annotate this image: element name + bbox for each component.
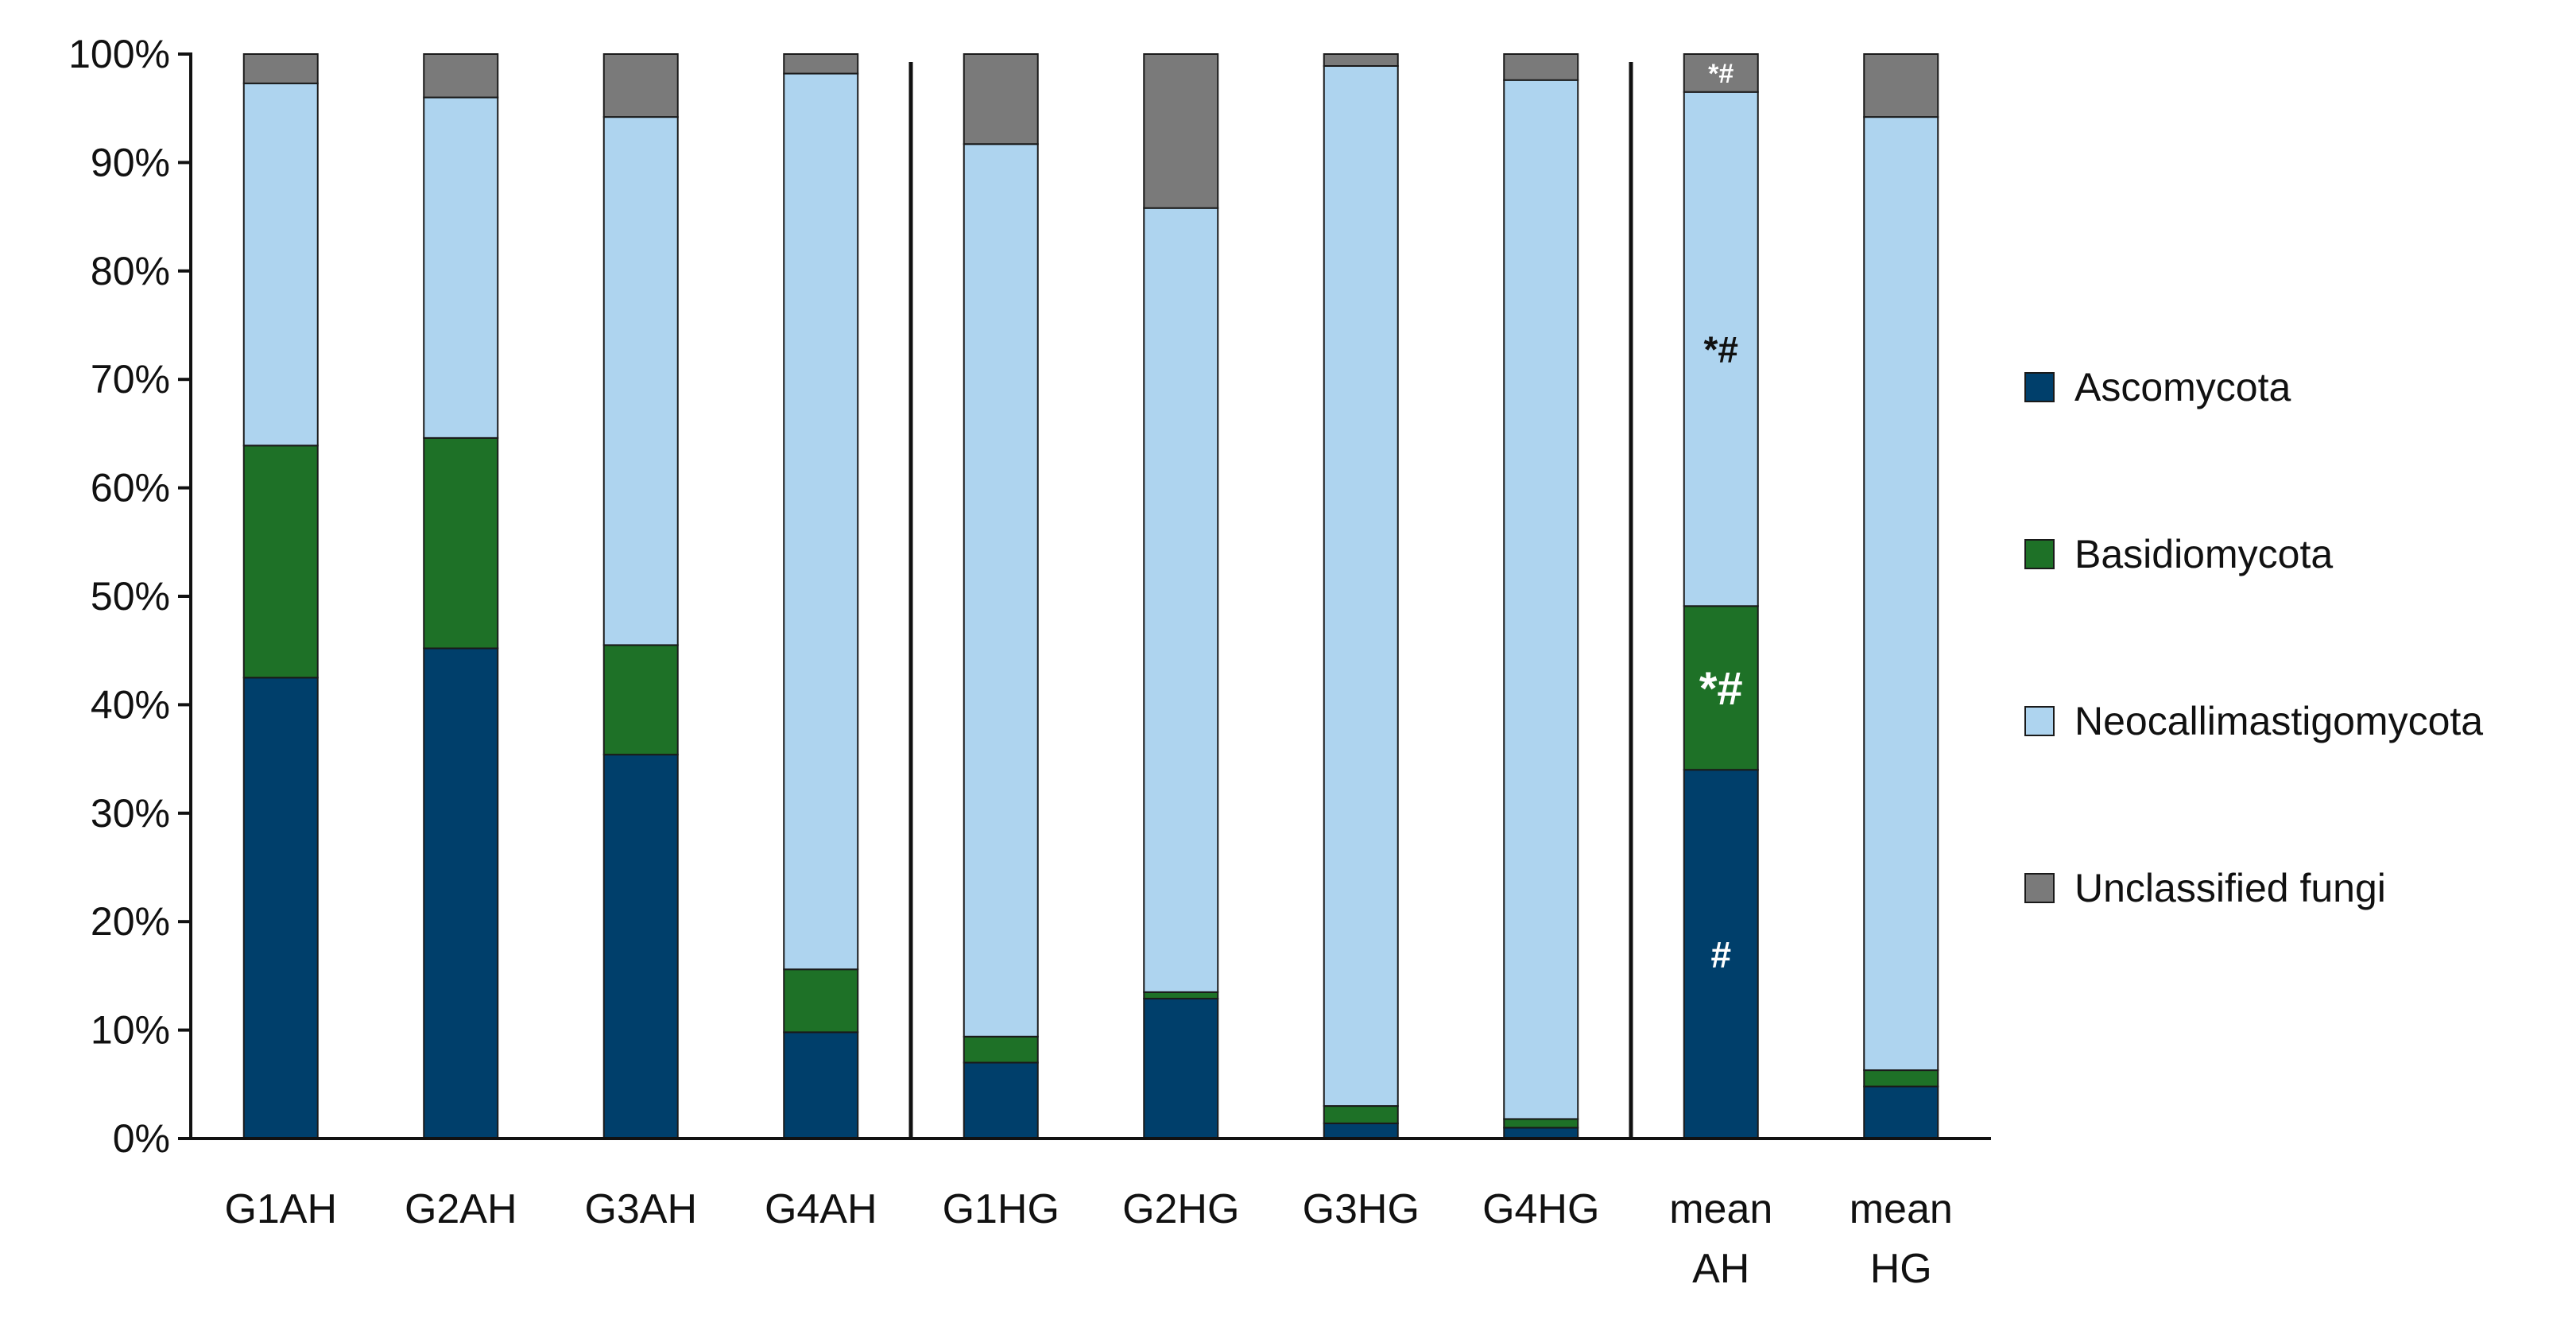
y-tick-label: 90% xyxy=(91,140,170,184)
bar-g3hg-basidiomycota xyxy=(1323,1105,1399,1124)
bar-mean-hg-neocallimastigomycota xyxy=(1863,116,1939,1072)
x-tick-label: G3AH xyxy=(584,1186,697,1232)
bar-g2ah-unclassified-fungi xyxy=(423,53,499,99)
y-tick-label: 70% xyxy=(91,357,170,402)
legend-label-basidiomycota: Basidiomycota xyxy=(2074,532,2333,576)
bar-mean-ah-basidiomycota xyxy=(1683,605,1759,771)
bar-g2hg-neocallimastigomycota xyxy=(1143,207,1219,993)
x-tick-label: G1HG xyxy=(943,1186,1059,1232)
y-tick-label: 0% xyxy=(113,1116,170,1161)
bar-g1ah-ascomycota xyxy=(242,677,319,1139)
legend-swatch-neocallimastigomycota xyxy=(2024,706,2055,736)
bar-g4hg-neocallimastigomycota xyxy=(1503,79,1579,1120)
bar-g1ah-neocallimastigomycota xyxy=(242,82,319,447)
bar-g1ah-basidiomycota xyxy=(242,444,319,679)
legend-swatch-unclassified-fungi xyxy=(2024,873,2055,903)
bar-g2ah-ascomycota xyxy=(423,647,499,1139)
x-axis-labels: G1AH G2AH G3AH G4AH G1HG G2HG G3HG G4HG mean AH me… xyxy=(224,1186,1952,1292)
legend-label-neocallimastigomycota: Neocallimastigomycota xyxy=(2074,699,2483,743)
bar-g3hg-unclassified-fungi xyxy=(1323,53,1399,68)
x-tick-label: HG xyxy=(1870,1246,1932,1292)
bar-g4ah-basidiomycota xyxy=(783,968,859,1034)
bar-g3ah-basidiomycota xyxy=(602,644,679,756)
bar-g1hg-ascomycota xyxy=(963,1061,1039,1140)
y-tick-label: 20% xyxy=(91,899,170,944)
x-tick-label: mean xyxy=(1669,1186,1772,1232)
bar-g1hg-neocallimastigomycota xyxy=(963,143,1039,1038)
bar-mean-hg-basidiomycota xyxy=(1863,1069,1939,1088)
axes xyxy=(178,52,1991,1140)
bar-g4hg-unclassified-fungi xyxy=(1503,53,1579,81)
annotation-basidiomycota: *# xyxy=(1699,663,1743,715)
bar-mean-ah-ascomycota xyxy=(1683,769,1759,1139)
bar-g3ah-unclassified-fungi xyxy=(602,53,679,118)
y-tick-label: 60% xyxy=(91,466,170,510)
legend: Ascomycota Basidiomycota Neocallimastigomy… xyxy=(2024,365,2483,910)
legend-swatch-ascomycota xyxy=(2024,372,2055,402)
bar-g4ah-unclassified-fungi xyxy=(783,53,859,75)
y-axis-ticks: 0% 10% 20% 30% 40% 50% 60% 70% 80% 90% 100% xyxy=(68,32,191,1161)
x-tick-label: G4AH xyxy=(765,1186,877,1232)
bar-mean-hg-ascomycota xyxy=(1863,1085,1939,1139)
bar-g1ah-unclassified-fungi xyxy=(242,53,319,84)
y-tick-label: 30% xyxy=(91,791,170,836)
bar-g2hg-ascomycota xyxy=(1143,998,1219,1139)
y-tick-label: 100% xyxy=(68,32,170,76)
bar-g2ah-basidiomycota xyxy=(423,436,499,650)
bar-mean-ah-neocallimastigomycota xyxy=(1683,91,1759,607)
bar-g3hg-neocallimastigomycota xyxy=(1323,65,1399,1108)
x-tick-label: G2HG xyxy=(1122,1186,1239,1232)
bar-g2hg-basidiomycota xyxy=(1143,991,1219,1000)
y-tick-label: 50% xyxy=(91,574,170,619)
x-tick-label: G3HG xyxy=(1303,1186,1420,1232)
x-tick-label: mean xyxy=(1850,1186,1953,1232)
bar-g3ah-ascomycota xyxy=(602,754,679,1139)
bars xyxy=(242,53,1939,1140)
x-tick-label: G2AH xyxy=(405,1186,517,1232)
legend-label-unclassified-fungi: Unclassified fungi xyxy=(2074,866,2386,910)
x-tick-label: G4HG xyxy=(1482,1186,1599,1232)
y-tick-label: 40% xyxy=(91,682,170,727)
bar-g4hg-ascomycota xyxy=(1503,1127,1579,1139)
legend-label-ascomycota: Ascomycota xyxy=(2074,365,2291,409)
significance-annotations: # *# *# *# xyxy=(1699,59,1743,976)
bar-g4ah-ascomycota xyxy=(783,1031,859,1139)
x-tick-label: G1AH xyxy=(224,1186,337,1232)
x-tick-label: AH xyxy=(1692,1246,1749,1292)
bar-g2ah-neocallimastigomycota xyxy=(423,96,499,439)
bar-mean-ah-unclassified-fungi xyxy=(1683,53,1759,93)
bar-g4hg-basidiomycota xyxy=(1503,1118,1579,1129)
annotation-ascomycota: # xyxy=(1710,934,1731,976)
annotation-unclassified-fungi: *# xyxy=(1708,59,1733,89)
bar-g4ah-neocallimastigomycota xyxy=(783,72,859,971)
bar-g1hg-basidiomycota xyxy=(963,1035,1039,1064)
y-tick-label: 10% xyxy=(91,1008,170,1053)
bar-g1hg-unclassified-fungi xyxy=(963,53,1039,145)
bar-g3ah-neocallimastigomycota xyxy=(602,116,679,646)
y-tick-label: 80% xyxy=(91,249,170,293)
legend-swatch-basidiomycota xyxy=(2024,539,2055,569)
bar-g3hg-ascomycota xyxy=(1323,1122,1399,1140)
bar-g2hg-unclassified-fungi xyxy=(1143,53,1219,209)
annotation-neocallimastigomycota: *# xyxy=(1704,329,1738,370)
bar-mean-hg-unclassified-fungi xyxy=(1863,53,1939,118)
